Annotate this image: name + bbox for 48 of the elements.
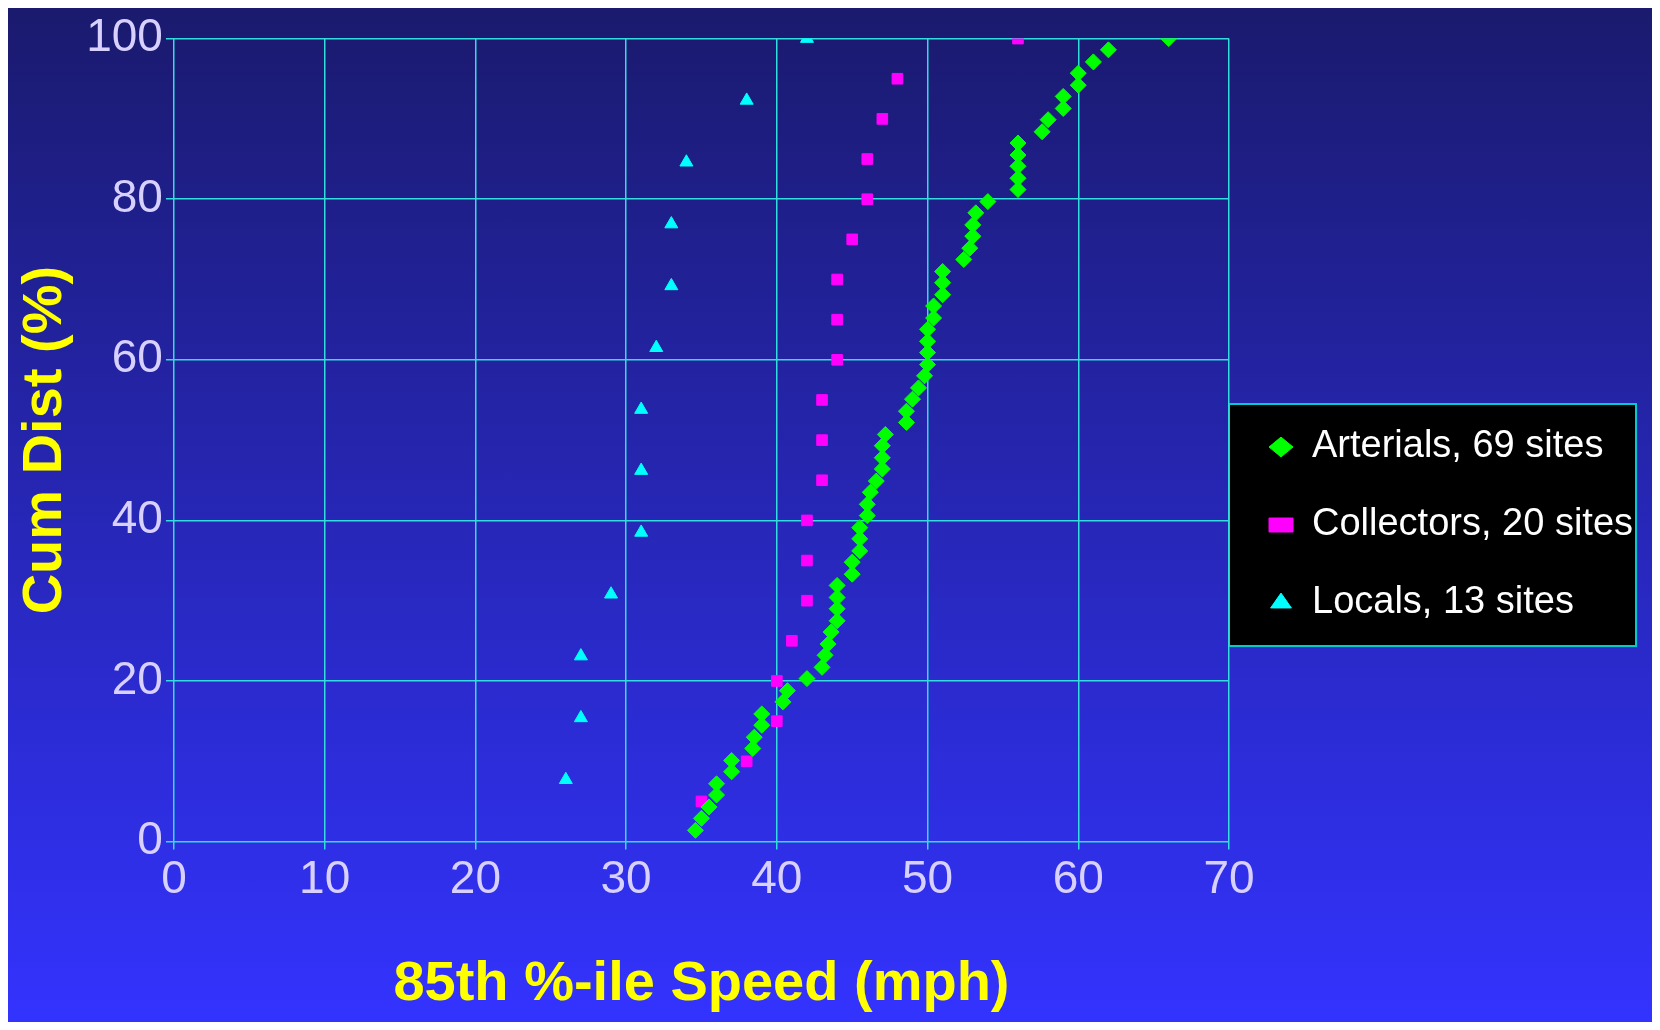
point (786, 635, 798, 647)
point (634, 462, 649, 475)
point (634, 524, 649, 537)
point (649, 339, 664, 353)
y-axis-title: Cum Dist (%) (10, 265, 74, 615)
y-tick-label: 100 (86, 9, 163, 62)
point (816, 434, 828, 446)
x-tick-label: 40 (751, 850, 803, 903)
y-tick-label: 80 (111, 169, 163, 222)
x-tick-label: 10 (299, 850, 351, 903)
point (558, 771, 573, 785)
x-tick-label: 30 (600, 850, 652, 903)
point (573, 709, 588, 723)
legend-label: Arterials, 69 sites (1312, 423, 1604, 466)
legend-label: Locals, 13 sites (1312, 579, 1574, 622)
y-tick-label: 60 (111, 330, 163, 383)
y-tick-label: 40 (111, 491, 163, 544)
point (861, 153, 874, 165)
y-tick-label: 0 (137, 812, 163, 865)
point (831, 354, 843, 366)
x-tick-label: 50 (901, 850, 954, 903)
point (679, 154, 694, 167)
point (861, 193, 874, 205)
x-tick-label: 60 (1052, 850, 1104, 903)
point (664, 277, 679, 291)
point (573, 648, 588, 661)
point (846, 233, 858, 246)
point (831, 273, 843, 286)
point (876, 113, 889, 125)
point (816, 474, 828, 487)
point (739, 92, 754, 105)
point (740, 755, 753, 768)
point (891, 72, 904, 85)
point (831, 313, 843, 326)
x-tick-label: 70 (1203, 850, 1255, 903)
point (664, 216, 679, 229)
point (771, 675, 783, 687)
point (816, 394, 828, 406)
point (801, 514, 813, 527)
y-tick-label: 20 (111, 651, 163, 704)
point (771, 715, 783, 727)
point (604, 586, 619, 599)
x-tick-label: 20 (449, 850, 501, 903)
point (634, 401, 649, 414)
point (801, 594, 813, 607)
legend-label: Collectors, 20 sites (1312, 501, 1634, 544)
x-axis-title: 85th %-ile Speed (mph) (393, 948, 1010, 1012)
point (801, 554, 813, 567)
